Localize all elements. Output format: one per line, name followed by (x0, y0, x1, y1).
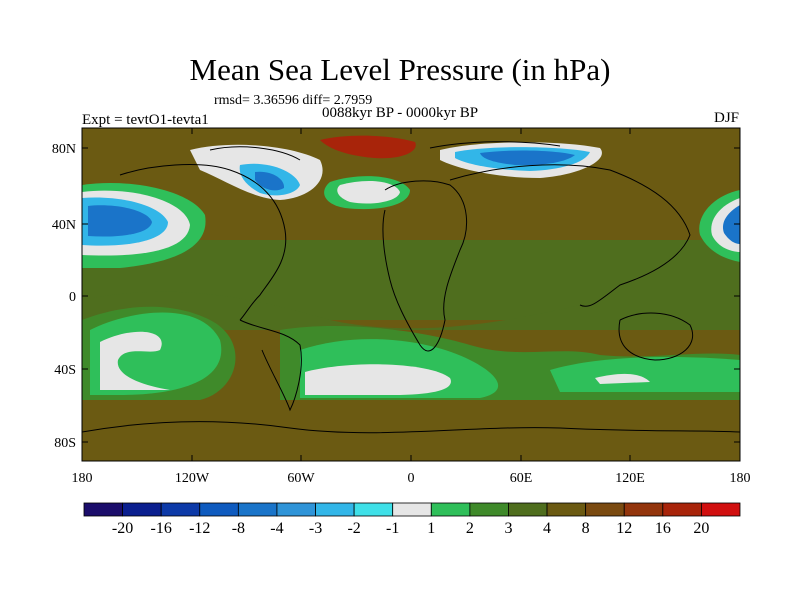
lat-label: 80N (52, 142, 76, 157)
colorbar-label: 2 (466, 520, 474, 537)
lon-label: 180 (72, 471, 93, 486)
south-indian-bright (550, 357, 740, 392)
pressure-field (82, 128, 740, 461)
lon-label: 180 (730, 471, 751, 486)
colorbar-swatch (392, 502, 432, 517)
lat-label: 40S (54, 363, 76, 378)
colorbar-swatch (83, 502, 123, 517)
colorbar-label: -1 (386, 520, 399, 537)
colorbar-swatch (315, 502, 355, 517)
colorbar-swatch (276, 502, 316, 517)
colorbar-swatch (546, 502, 587, 517)
colorbar-label: 3 (504, 520, 512, 537)
antarctica-coast (82, 421, 740, 434)
colorbar-swatch (430, 502, 471, 517)
lon-label: 60W (287, 471, 315, 486)
arctic-coast (209, 141, 561, 161)
colorbar-swatch (585, 502, 625, 517)
south-america-coast (239, 319, 302, 412)
lon-label: 120W (175, 471, 210, 486)
colorbar-label: -2 (347, 520, 360, 537)
lon-label: 120E (615, 471, 645, 486)
colorbar-label: -8 (232, 520, 245, 537)
colorbar-swatch (662, 502, 702, 517)
latitude-axis: 80N 40N 0 40S 80S (52, 142, 740, 451)
colorbar-label: -20 (112, 520, 133, 537)
south-pacific-white (100, 331, 170, 390)
colorbar-swatch (237, 502, 278, 517)
lat-label: 40N (52, 218, 76, 233)
experiment-label: Expt = tevtO1-tevta1 (82, 112, 209, 128)
colorbar-label: -16 (151, 520, 172, 537)
equatorial-band (82, 291, 740, 330)
colorbar-swatch (122, 502, 162, 517)
australia-coast (618, 312, 693, 361)
colorbar-label: -12 (189, 520, 210, 537)
map-title: Mean Sea Level Pressure (in hPa) (189, 52, 611, 87)
north-america-coast (119, 164, 287, 321)
north-atlantic-white (337, 180, 400, 204)
arctic-canada-blue (255, 171, 285, 191)
africa-europe-coast (382, 180, 468, 352)
colorbar-label: 16 (655, 520, 671, 537)
season-label: DJF (714, 110, 740, 126)
colorbar-swatch (623, 502, 664, 517)
colorbar-label: 12 (616, 520, 632, 537)
coastlines (82, 141, 740, 434)
colorbar-swatch (469, 502, 509, 517)
colorbar-label: 20 (693, 520, 709, 537)
south-atlantic-white (305, 364, 451, 395)
colorbar-label: 4 (543, 520, 551, 537)
period-subtitle: 0088kyr BP - 0000kyr BP (322, 105, 479, 121)
colorbar-swatch (508, 502, 548, 517)
colorbar-swatch (199, 502, 239, 517)
asia-coast (449, 164, 691, 307)
colorbar-label: 1 (427, 520, 435, 537)
siberia-blue (480, 150, 575, 166)
longitude-axis: 180 120W 60W 0 60E 120E 180 (72, 128, 751, 486)
colorbar-label: 8 (582, 520, 590, 537)
colorbar-swatch (353, 502, 394, 517)
colorbar-swatch (160, 502, 201, 517)
colorbar: -20 -16 -12 -8 -4 -3 -2 -1 1 2 3 4 8 12 16 20 (83, 502, 741, 537)
north-pacific-blue (88, 205, 152, 237)
lon-label: 0 (408, 471, 415, 486)
lon-label: 60E (510, 471, 533, 486)
colorbar-label: -4 (270, 520, 283, 537)
lat-label: 80S (54, 436, 76, 451)
south-indian-white (595, 373, 650, 384)
east-pacific-blue (722, 205, 740, 244)
colorbar-swatch (701, 502, 741, 517)
arctic-red (320, 135, 416, 159)
lat-label: 0 (69, 290, 76, 305)
stats-subtitle: rmsd= 3.36596 diff= 2.7959 (214, 93, 373, 108)
colorbar-label: -3 (309, 520, 322, 537)
